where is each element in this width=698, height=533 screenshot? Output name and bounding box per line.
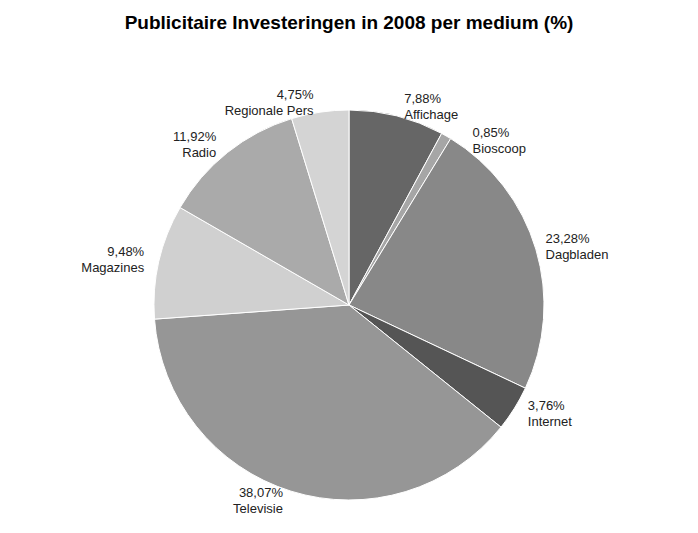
- svg-text:Publicitaire Investeringen in: Publicitaire Investeringen in 2008 per m…: [125, 12, 574, 33]
- svg-text:0,85%: 0,85%: [472, 125, 509, 140]
- svg-text:Affichage: Affichage: [404, 107, 458, 122]
- svg-text:Regionale Pers: Regionale Pers: [225, 103, 314, 118]
- svg-text:Dagbladen: Dagbladen: [546, 247, 609, 262]
- svg-text:Magazines: Magazines: [81, 260, 144, 275]
- svg-text:38,07%: 38,07%: [239, 485, 284, 500]
- svg-text:Bioscoop: Bioscoop: [472, 141, 525, 156]
- svg-text:Televisie: Televisie: [233, 501, 283, 516]
- svg-text:23,28%: 23,28%: [546, 231, 591, 246]
- svg-text:7,88%: 7,88%: [404, 91, 441, 106]
- svg-text:Radio: Radio: [182, 145, 216, 160]
- svg-text:3,76%: 3,76%: [528, 398, 565, 413]
- svg-text:9,48%: 9,48%: [107, 244, 144, 259]
- svg-text:Internet: Internet: [528, 414, 572, 429]
- svg-text:11,92%: 11,92%: [173, 129, 217, 144]
- svg-text:4,75%: 4,75%: [277, 87, 314, 102]
